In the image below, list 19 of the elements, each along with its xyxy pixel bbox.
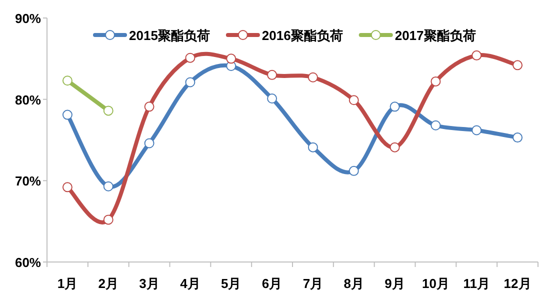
y-tick: 60% (14, 255, 41, 270)
x-tick: 5月 (221, 276, 242, 291)
y-tick: 80% (14, 92, 41, 108)
x-tick: 3月 (139, 276, 160, 291)
legend-label: 2015聚酯负荷 (129, 28, 210, 43)
y-tick: 90% (14, 11, 41, 26)
x-tick: 1月 (57, 276, 78, 291)
x-tick: 2月 (98, 276, 118, 291)
x-tick: 8月 (344, 276, 364, 291)
x-tick: 9月 (384, 276, 405, 291)
x-tick: 6月 (262, 276, 282, 291)
y-tick: 70% (14, 174, 41, 189)
x-tick: 10月 (422, 276, 450, 291)
legend-label: 2017聚酯负荷 (394, 28, 476, 43)
legend-label: 2016聚酯负荷 (262, 28, 343, 43)
x-tick: 11月 (463, 276, 490, 291)
x-tick: 7月 (302, 276, 324, 291)
x-tick: 12月 (504, 276, 532, 291)
x-tick: 4月 (180, 276, 200, 291)
